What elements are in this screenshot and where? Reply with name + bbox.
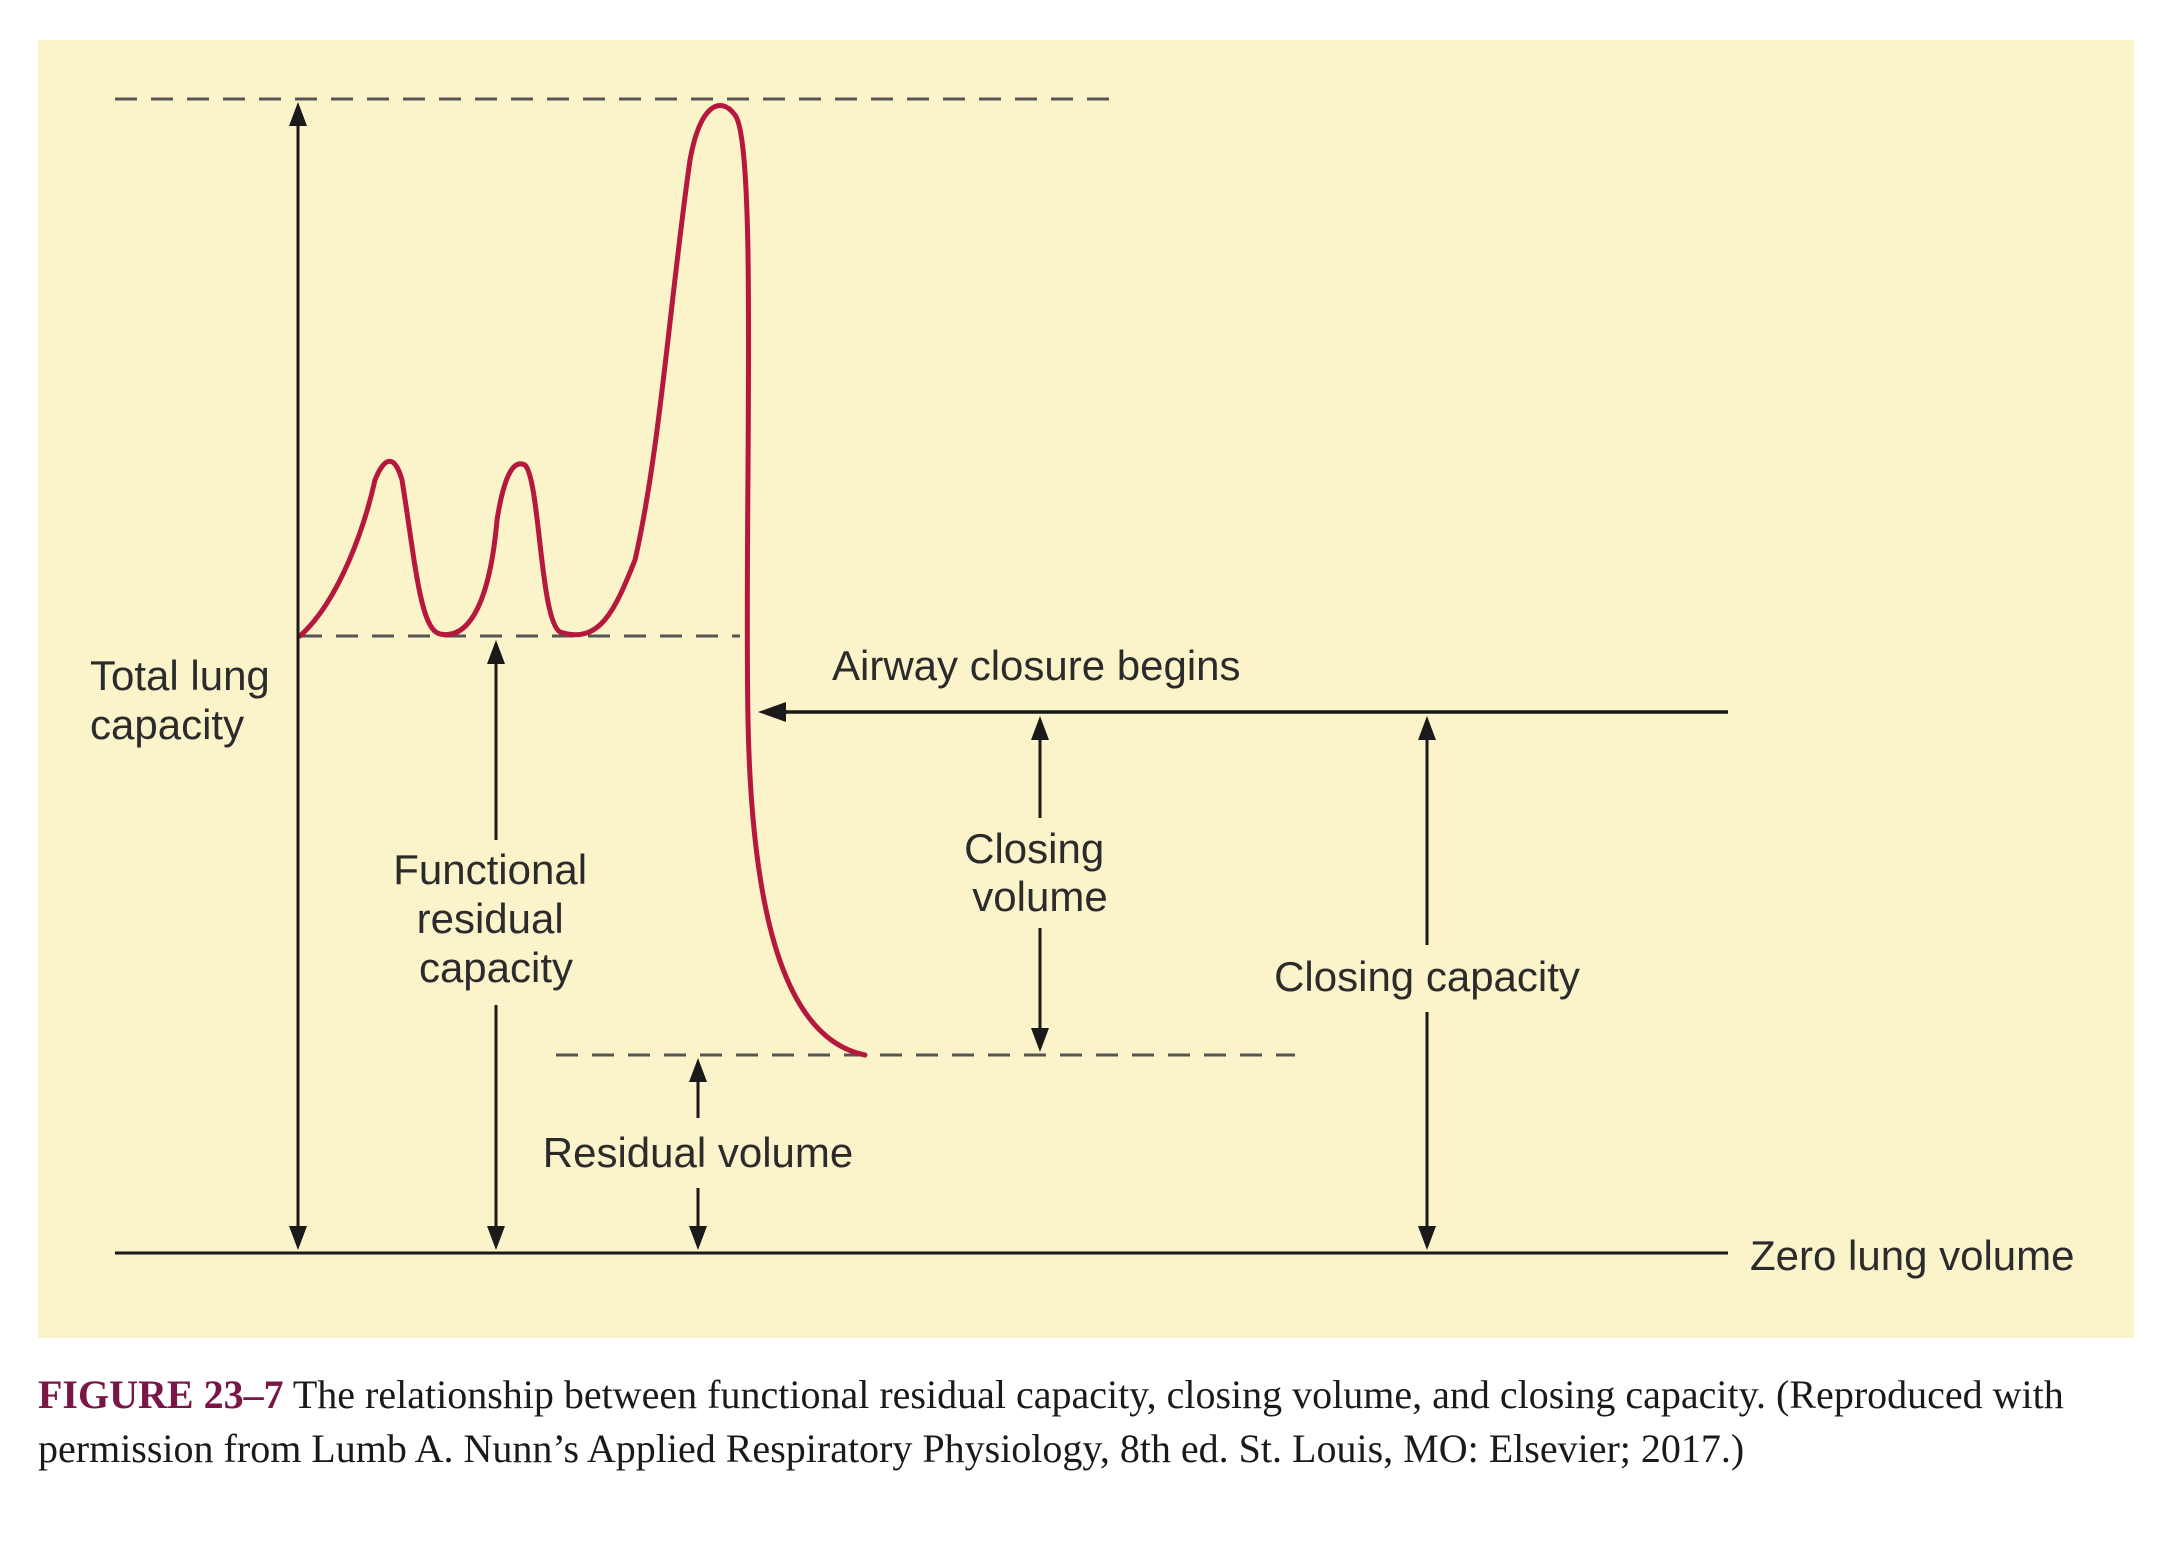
zero-lung-volume-label: Zero lung volume: [1750, 1232, 2075, 1279]
figure-panel: [38, 40, 2134, 1338]
closing-volume-arrow: [1031, 716, 1049, 1052]
residual-volume-arrow: [689, 1058, 707, 1250]
closing-volume-label: Closing volume: [964, 825, 1116, 920]
frc-arrow: [487, 640, 505, 1250]
caption-text: The relationship between functional resi…: [38, 1372, 2064, 1471]
closing-capacity-label: Closing capacity: [1274, 953, 1580, 1000]
airway-closure-label: Airway closure begins: [832, 642, 1241, 689]
total-lung-capacity-arrow: [289, 102, 307, 1250]
closing-capacity-arrow: [1418, 716, 1436, 1250]
total-lung-capacity-label: Total lung capacity: [90, 652, 281, 748]
figure-caption: FIGURE 23–7 The relationship between fun…: [38, 1368, 2134, 1476]
frc-label: Functional residual capacity: [393, 846, 598, 991]
figure-id: FIGURE 23–7: [38, 1372, 284, 1417]
residual-volume-label: Residual volume: [543, 1129, 854, 1176]
lung-volume-curve: [297, 103, 868, 1058]
airway-closure-arrowhead: [758, 702, 786, 722]
